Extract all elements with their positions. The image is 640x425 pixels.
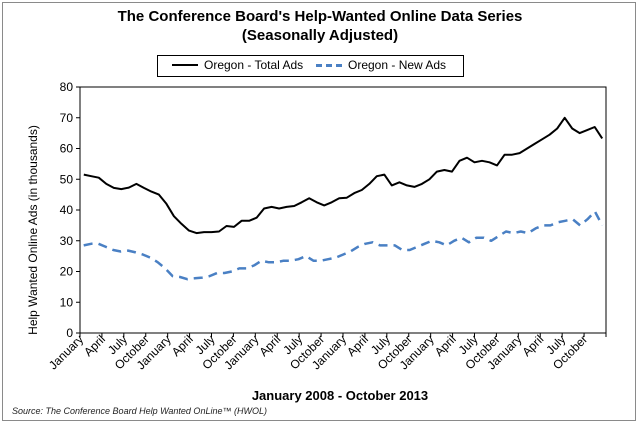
series-line-new-ads <box>83 210 604 281</box>
source-note: Source: The Conference Board Help Wanted… <box>12 406 267 416</box>
legend-label-new: Oregon - New Ads <box>348 58 447 72</box>
y-tick-label: 10 <box>60 295 74 309</box>
legend-item-total: Oregon - Total Ads <box>172 58 303 72</box>
series-line-total-ads <box>83 116 604 235</box>
legend-item-new: Oregon - New Ads <box>316 58 446 72</box>
x-tick-label: April <box>344 332 371 359</box>
x-tick-label: April <box>432 332 459 359</box>
y-tick-label: 50 <box>60 172 74 186</box>
legend-label-total: Oregon - Total Ads <box>204 58 304 72</box>
x-tick-label: April <box>169 332 196 359</box>
x-tick-label: April <box>519 332 546 359</box>
y-axis-label: Help Wanted Online Ads (in thousands) <box>26 125 40 335</box>
chart-subtitle: (Seasonally Adjusted) <box>241 27 399 44</box>
x-tick-label: April <box>81 332 108 359</box>
y-tick-label: 20 <box>60 265 74 279</box>
x-tick-label: April <box>256 332 283 359</box>
chart-title: The Conference Board's Help-Wanted Onlin… <box>117 8 523 25</box>
y-tick-label: 0 <box>66 326 73 340</box>
chart-frame <box>2 2 636 421</box>
x-axis-label: January 2008 - October 2013 <box>252 388 428 403</box>
y-tick-label: 60 <box>60 142 74 156</box>
y-tick-label: 40 <box>60 203 74 217</box>
y-tick-label: 30 <box>60 234 74 248</box>
y-tick-label: 70 <box>60 111 74 125</box>
y-tick-label: 80 <box>60 80 74 94</box>
legend: Oregon - Total Ads Oregon - New Ads <box>157 55 464 77</box>
legend-swatch-solid <box>172 64 198 66</box>
plot-area <box>79 86 607 334</box>
legend-swatch-dashed <box>316 63 342 67</box>
